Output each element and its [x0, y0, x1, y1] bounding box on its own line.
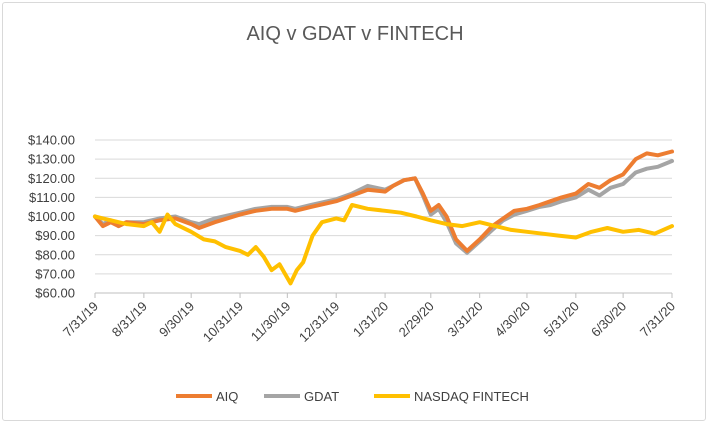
y-tick-label: $80.00 [35, 247, 75, 262]
legend-label: GDAT [304, 389, 339, 404]
x-tick-label: 4/30/20 [492, 299, 533, 340]
legend: AIQ GDAT NASDAQ FINTECH [176, 389, 529, 404]
legend-label: AIQ [216, 389, 238, 404]
x-tick-label: 10/31/19 [200, 299, 246, 345]
series-line-gdat [93, 159, 674, 255]
x-tick-label: 2/29/20 [396, 299, 437, 340]
x-tick-layer: 7/31/19 8/31/19 9/30/19 10/31/19 11/30/19 12/… [60, 293, 678, 345]
y-tick-label: $70.00 [35, 266, 75, 281]
x-tick-label: 1/31/20 [350, 299, 391, 340]
x-tick-label: 8/31/19 [109, 299, 150, 340]
y-tick-label: $100.00 [28, 209, 75, 224]
x-tick-label: 7/31/20 [637, 299, 678, 340]
x-tick-label: 11/30/19 [248, 299, 294, 345]
y-tick-label: $90.00 [35, 228, 75, 243]
series-line-aiq [93, 149, 674, 253]
y-tick-layer: $60.00 $70.00 $80.00 $90.00 $100.00 $110.00 $1… [28, 133, 75, 301]
x-tick-label: 6/30/20 [588, 299, 629, 340]
x-tick-label: 7/31/19 [60, 299, 101, 340]
legend-label: NASDAQ FINTECH [414, 389, 529, 404]
series-layer [93, 149, 674, 286]
chart-title: AIQ v GDAT v FINTECH [246, 23, 463, 45]
x-tick-label: 3/31/20 [445, 299, 486, 340]
chart-frame [2, 2, 706, 421]
y-tick-label: $130.00 [28, 152, 75, 167]
y-tick-label: $120.00 [28, 171, 75, 186]
y-tick-label: $140.00 [28, 133, 75, 148]
x-tick-label: 9/30/19 [156, 299, 197, 340]
y-tick-label: $110.00 [29, 190, 75, 205]
y-tick-label: $60.00 [35, 286, 75, 301]
grid-layer [95, 139, 672, 294]
x-tick-label: 5/31/20 [541, 299, 582, 340]
x-tick-label: 12/31/19 [296, 299, 342, 345]
series-line-nasdaq-fintech [93, 203, 674, 286]
